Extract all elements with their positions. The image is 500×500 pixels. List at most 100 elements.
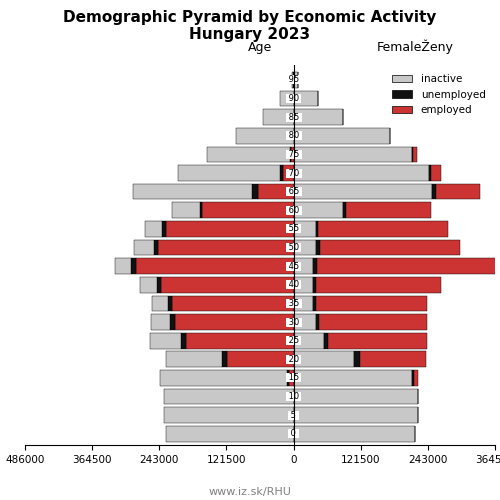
Bar [114,258,131,274]
Text: 40: 40 [286,280,302,289]
Bar [412,146,413,162]
Bar [170,314,175,330]
Bar [316,296,427,312]
Bar [354,352,360,367]
Bar [436,184,480,200]
Bar [131,258,136,274]
Bar [294,128,390,144]
Bar [294,408,418,423]
Bar [313,258,318,274]
Bar [414,370,418,386]
Bar [258,184,294,200]
Bar [172,296,294,312]
Bar [166,352,222,367]
Text: 0: 0 [288,430,299,438]
Bar [294,90,318,106]
Bar [294,277,313,292]
Bar [157,277,161,292]
Bar [294,296,313,312]
Text: 25: 25 [286,336,302,345]
Bar [186,333,294,348]
Bar [287,370,289,386]
Bar [412,370,414,386]
Text: FemaleŽeny: FemaleŽeny [376,39,454,54]
Bar [228,352,294,367]
Text: 70: 70 [286,168,302,177]
Text: 50: 50 [286,243,302,252]
Text: 45: 45 [286,262,302,270]
Bar [294,110,344,125]
Bar [318,221,448,236]
Bar [200,202,202,218]
Bar [134,184,252,200]
Bar [294,352,354,367]
Bar [140,277,157,292]
Text: 60: 60 [286,206,302,215]
Bar [316,314,319,330]
Bar [162,221,166,236]
Bar [252,184,258,200]
Bar [316,240,320,256]
Text: 5: 5 [288,410,299,420]
Bar [294,146,412,162]
Bar [134,240,154,256]
Bar [158,240,294,256]
Bar [146,221,162,236]
Bar [294,314,316,330]
Bar [181,333,186,348]
Bar [313,296,316,312]
Bar [294,221,316,236]
Bar [294,258,313,274]
Bar [413,146,418,162]
Legend: inactive, unemployed, employed: inactive, unemployed, employed [388,70,490,119]
Bar [289,370,294,386]
Text: 20: 20 [286,355,302,364]
Bar [207,146,290,162]
Bar [166,221,294,236]
Bar [178,165,280,181]
Bar [319,314,427,330]
Bar [290,146,291,162]
Text: 35: 35 [286,299,302,308]
Bar [429,165,430,181]
Text: 65: 65 [286,187,302,196]
Bar [263,110,294,125]
Bar [316,221,318,236]
Bar [324,333,328,348]
Bar [280,165,282,181]
Text: 90: 90 [286,94,302,103]
Bar [282,165,294,181]
Bar [168,296,172,312]
Bar [292,72,294,88]
Text: 75: 75 [286,150,302,159]
Bar [360,352,426,367]
Bar [202,202,294,218]
Bar [432,184,436,200]
Bar [316,277,440,292]
Bar [294,165,429,181]
Text: www.iz.sk/RHU: www.iz.sk/RHU [208,488,292,498]
Text: 95: 95 [286,76,302,84]
Bar [320,240,460,256]
Bar [222,352,228,367]
Text: Demographic Pyramid by Economic Activity
Hungary 2023: Demographic Pyramid by Economic Activity… [64,10,436,42]
Bar [294,333,324,348]
Bar [152,296,168,312]
Bar [294,72,298,88]
Bar [166,426,294,442]
Bar [236,128,294,144]
Bar [151,314,171,330]
Bar [344,202,345,218]
Bar [160,370,287,386]
Text: 30: 30 [286,318,302,326]
Bar [172,202,200,218]
Bar [294,426,415,442]
Bar [328,333,428,348]
Bar [294,184,432,200]
Bar [430,165,440,181]
Text: Age: Age [248,40,272,54]
Text: 15: 15 [286,374,302,382]
Bar [154,240,158,256]
Bar [294,388,418,404]
Bar [280,90,293,106]
